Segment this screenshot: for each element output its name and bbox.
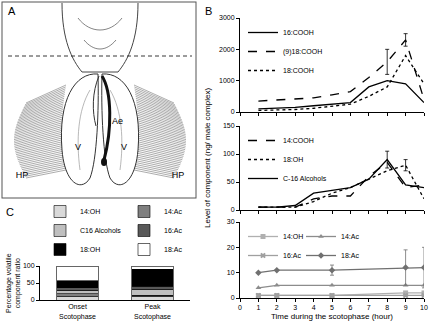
svg-text:30: 30 <box>227 218 235 225</box>
svg-text:18:Ac: 18:Ac <box>341 252 359 259</box>
svg-text:Time during the scotophase (ho: Time during the scotophase (hour) <box>271 312 393 321</box>
svg-text:0: 0 <box>238 304 242 311</box>
svg-text:18:Ac: 18:Ac <box>164 246 182 253</box>
svg-text:16:COOH: 16:COOH <box>283 29 314 36</box>
svg-text:100: 100 <box>223 150 235 157</box>
svg-text:14:OH: 14:OH <box>283 233 303 240</box>
svg-text:3000: 3000 <box>219 14 235 21</box>
svg-text:5: 5 <box>330 304 334 311</box>
svg-text:0: 0 <box>231 294 235 301</box>
svg-text:18:OH: 18:OH <box>283 156 303 163</box>
svg-text:PeakScotophase: PeakScotophase <box>134 303 171 320</box>
svg-text:A: A <box>8 5 16 17</box>
svg-text:9: 9 <box>404 304 408 311</box>
svg-text:14:OH: 14:OH <box>80 208 100 215</box>
svg-text:50: 50 <box>227 178 235 185</box>
svg-text:3: 3 <box>293 304 297 311</box>
svg-text:150: 150 <box>223 122 235 129</box>
svg-text:18:COOH: 18:COOH <box>283 67 314 74</box>
svg-text:18:OH: 18:OH <box>80 246 100 253</box>
svg-text:10: 10 <box>227 269 235 276</box>
svg-text:C-16 Alcohols: C-16 Alcohols <box>283 175 327 182</box>
svg-text:C16 Alcohols: C16 Alcohols <box>80 227 121 234</box>
svg-text:0: 0 <box>31 296 35 303</box>
svg-text:Percentage volatilecomponent r: Percentage volatilecomponent ratio <box>5 253 22 313</box>
svg-text:V: V <box>75 142 81 152</box>
svg-text:20: 20 <box>227 244 235 251</box>
svg-text:7: 7 <box>367 304 371 311</box>
svg-text:0: 0 <box>231 206 235 213</box>
svg-text:14:Ac: 14:Ac <box>341 233 359 240</box>
svg-text:C: C <box>6 206 14 218</box>
svg-text:8: 8 <box>385 304 389 311</box>
svg-text:(9)18:COOH: (9)18:COOH <box>283 48 322 56</box>
svg-text:B: B <box>205 5 212 17</box>
svg-text:10: 10 <box>420 304 428 311</box>
svg-text:OnsetScotophase: OnsetScotophase <box>59 303 96 320</box>
svg-text:V: V <box>121 142 127 152</box>
svg-text:14:Ac: 14:Ac <box>164 208 182 215</box>
svg-text:100: 100 <box>23 262 35 269</box>
svg-text:50: 50 <box>27 279 35 286</box>
svg-text:Level of component (ng/ male c: Level of component (ng/ male complex) <box>203 88 212 228</box>
svg-text:6: 6 <box>348 304 352 311</box>
svg-text:Ae: Ae <box>112 116 123 126</box>
svg-text:16:Ac: 16:Ac <box>283 252 301 259</box>
svg-text:4: 4 <box>312 304 316 311</box>
svg-text:1000: 1000 <box>219 77 235 84</box>
svg-text:0: 0 <box>231 108 235 115</box>
svg-text:2000: 2000 <box>219 46 235 53</box>
svg-text:14:COOH: 14:COOH <box>283 137 314 144</box>
svg-text:HP: HP <box>172 170 185 180</box>
svg-text:HP: HP <box>16 170 29 180</box>
svg-text:2: 2 <box>275 304 279 311</box>
svg-text:1: 1 <box>256 304 260 311</box>
svg-text:16:Ac: 16:Ac <box>164 227 182 234</box>
